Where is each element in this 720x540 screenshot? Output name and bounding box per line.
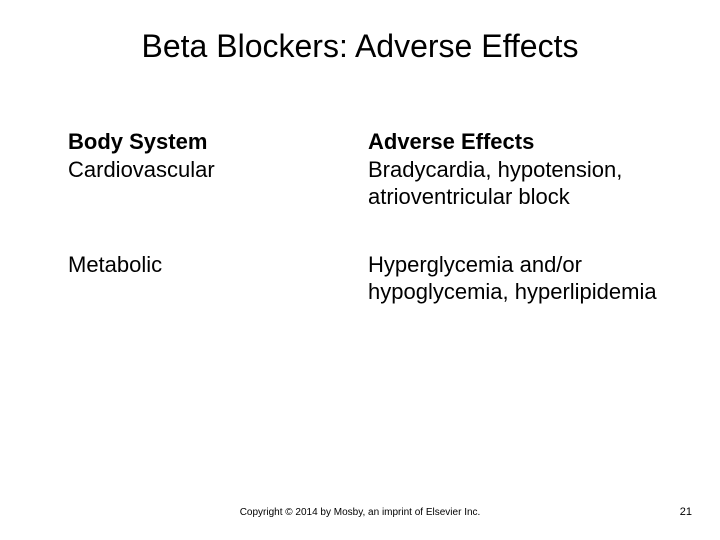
data-row-2: Metabolic Hyperglycemia and/or hypoglyce… [68,251,668,306]
slide-title: Beta Blockers: Adverse Effects [0,28,720,65]
body-system-1: Cardiovascular [68,156,368,184]
right-header: Adverse Effects [368,128,668,156]
left-column: Body System Cardiovascular [68,128,368,211]
left-column-2: Metabolic [68,251,368,306]
copyright-text: Copyright © 2014 by Mosby, an imprint of… [0,507,720,518]
header-row: Body System Cardiovascular Adverse Effec… [68,128,668,211]
adverse-effects-1: Bradycardia, hypotension, atrioventricul… [368,156,668,211]
right-column: Adverse Effects Bradycardia, hypotension… [368,128,668,211]
page-number: 21 [680,506,692,518]
body-system-2: Metabolic [68,251,368,279]
right-column-2: Hyperglycemia and/or hypoglycemia, hyper… [368,251,668,306]
left-header: Body System [68,128,368,156]
adverse-effects-2: Hyperglycemia and/or hypoglycemia, hyper… [368,251,668,306]
slide: Beta Blockers: Adverse Effects Body Syst… [0,0,720,540]
content-area: Body System Cardiovascular Adverse Effec… [68,128,668,306]
